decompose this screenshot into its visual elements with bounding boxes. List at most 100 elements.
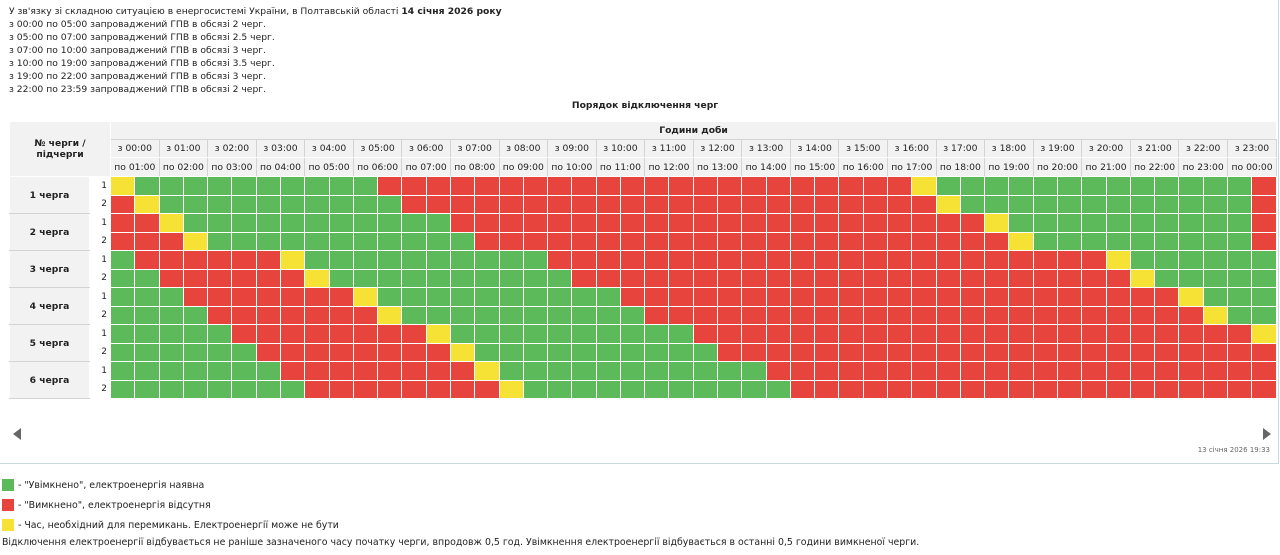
cell-on — [717, 379, 743, 399]
hour-to-header: по 15:00 — [789, 157, 840, 177]
cell-on — [134, 361, 160, 381]
cell-off — [474, 176, 500, 196]
cell-off — [619, 287, 646, 307]
cell-on — [571, 305, 597, 325]
cell-off — [862, 176, 889, 196]
cell-off — [935, 268, 961, 288]
cell-off — [474, 213, 500, 233]
cell-off — [887, 176, 913, 196]
cell-on — [231, 379, 257, 399]
cell-off — [1032, 379, 1058, 399]
hour-to-header: по 06:00 — [352, 157, 403, 177]
cell-off — [158, 250, 184, 270]
cell-off — [255, 342, 281, 362]
cell-on — [1154, 213, 1180, 233]
cell-on — [595, 361, 621, 381]
cell-on — [1129, 250, 1156, 270]
cell-off — [911, 231, 937, 251]
cell-on — [1202, 250, 1228, 270]
cell-off — [959, 379, 986, 399]
cell-on — [1202, 213, 1228, 233]
cell-switch — [1105, 250, 1131, 270]
hour-to-header: по 09:00 — [498, 157, 549, 177]
cell-on — [619, 305, 646, 325]
cell-off — [959, 361, 986, 381]
scroll-left-icon[interactable] — [13, 428, 21, 440]
cell-on — [352, 231, 379, 251]
cell-off — [1032, 342, 1058, 362]
cell-on — [595, 379, 621, 399]
subqueue-number: 1 — [88, 324, 112, 344]
cell-off — [1032, 268, 1058, 288]
cell-off — [984, 324, 1010, 344]
cell-on — [619, 379, 646, 399]
hour-from-header: з 01:00 — [158, 139, 209, 158]
cell-switch — [984, 213, 1010, 233]
hour-to-header: по 23:00 — [1178, 157, 1228, 177]
cell-on — [425, 305, 451, 325]
cell-off — [765, 287, 791, 307]
cell-on — [741, 361, 767, 381]
table-row: 2 — [10, 342, 1278, 362]
cell-off — [959, 287, 986, 307]
cell-on — [692, 342, 719, 362]
cell-off — [789, 342, 816, 362]
cell-switch — [1178, 287, 1204, 307]
cell-off — [619, 250, 646, 270]
cell-on — [1081, 231, 1107, 251]
cell-on — [547, 324, 573, 344]
cell-switch — [279, 250, 306, 270]
cell-off — [765, 324, 791, 344]
cell-off — [425, 194, 451, 214]
cell-switch — [1251, 324, 1278, 344]
cell-off — [935, 213, 961, 233]
legend-swatch — [2, 519, 14, 531]
cell-on — [1081, 194, 1107, 214]
cell-on — [522, 305, 549, 325]
cell-off — [182, 268, 209, 288]
subqueue-number: 1 — [88, 213, 112, 233]
cell-switch — [449, 342, 476, 362]
cell-on — [498, 342, 524, 362]
cell-off — [1032, 250, 1058, 270]
cell-off — [1056, 287, 1083, 307]
cell-on — [279, 176, 306, 196]
cell-on — [304, 213, 330, 233]
cell-on — [522, 287, 549, 307]
cell-switch — [182, 231, 209, 251]
cell-on — [158, 305, 184, 325]
hour-from-header: з 06:00 — [401, 139, 451, 158]
cell-on — [449, 268, 476, 288]
hour-to-header: по 16:00 — [838, 157, 889, 177]
cell-off — [838, 379, 864, 399]
cell-off — [207, 305, 233, 325]
schedule-table: № черги / підчерги Години доби з 00:00 з 01… — [8, 121, 1278, 399]
cell-off — [984, 305, 1010, 325]
cell-off — [449, 176, 476, 196]
cell-off — [1032, 324, 1058, 344]
cell-off — [668, 176, 694, 196]
cell-on — [1154, 176, 1180, 196]
cell-on — [668, 379, 694, 399]
cell-on — [1202, 194, 1228, 214]
cell-on — [571, 361, 597, 381]
cell-on — [522, 342, 549, 362]
cell-off — [838, 213, 864, 233]
cell-off — [134, 231, 160, 251]
scroll-right-icon[interactable] — [1263, 428, 1271, 440]
cell-off — [1226, 324, 1253, 344]
cell-off — [668, 250, 694, 270]
hour-to-header: по 20:00 — [1032, 157, 1083, 177]
cell-off — [887, 250, 913, 270]
cell-off — [425, 379, 451, 399]
cell-on — [1226, 250, 1253, 270]
cell-off — [304, 342, 330, 362]
cell-off — [1008, 287, 1034, 307]
cell-on — [304, 194, 330, 214]
cell-off — [741, 305, 767, 325]
cell-off — [935, 361, 961, 381]
cell-on — [498, 268, 524, 288]
cell-off — [1129, 287, 1156, 307]
queue-label: 5 черга — [9, 324, 90, 362]
cell-off — [619, 231, 646, 251]
